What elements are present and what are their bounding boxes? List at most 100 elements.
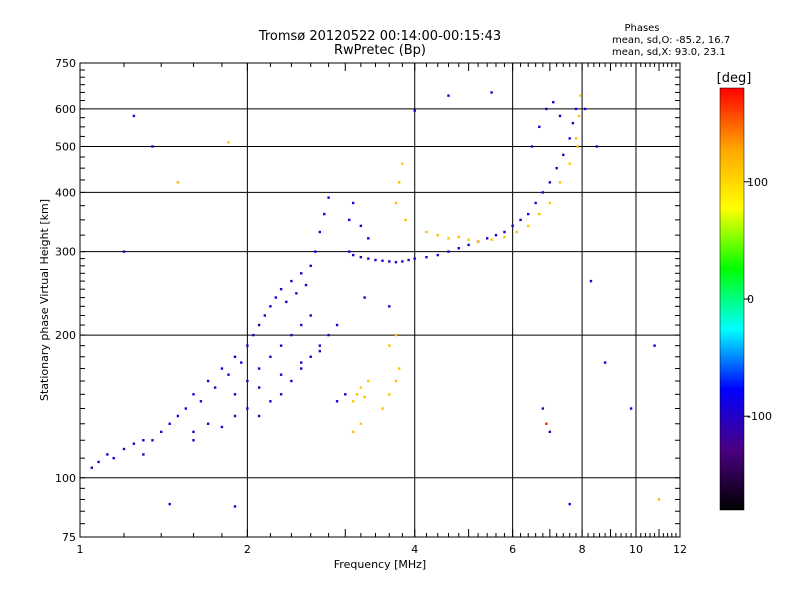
data-point [355,393,359,396]
colorbar-label: [deg] [717,71,752,86]
data-point [314,250,317,253]
data-point [394,333,398,337]
data-point [388,260,391,263]
chart-subtitle: RwPretec (Bp) [334,43,426,58]
data-point [388,305,391,308]
data-point [568,502,571,506]
x-tick-label: 4 [411,543,418,556]
data-point [457,247,460,250]
data-point [257,386,261,389]
data-point [309,264,312,268]
colorbar-tick-label: 100 [747,176,768,189]
data-point [545,107,548,111]
data-point [436,233,439,237]
data-point [359,422,363,425]
data-point [335,400,339,403]
data-point [246,344,249,347]
data-point [279,287,283,291]
y-tick-label: 600 [55,103,76,116]
data-point [295,292,298,295]
data-point [653,344,656,347]
grid [80,63,680,537]
data-point [318,230,322,234]
data-point [348,218,351,222]
data-point [122,250,126,253]
data-point [538,125,541,129]
data-point [381,407,384,410]
data-point [233,355,237,358]
x-tick-label: 8 [579,543,586,556]
data-point [192,393,195,396]
data-point [511,224,514,228]
data-point [413,257,416,260]
data-point [233,414,237,418]
data-point [490,91,493,94]
data-point [176,414,180,418]
phases-heading: Phases [624,23,659,34]
data-point [562,153,565,157]
x-tick-label: 10 [629,543,643,556]
data-point [142,453,145,456]
data-point [227,373,230,376]
data-point [309,355,312,358]
data-point [257,323,261,327]
data-point [548,201,552,205]
data-point [568,137,571,140]
colorbar-gradient [719,87,745,511]
data-point [394,260,398,264]
data-point [425,230,428,234]
data-point [374,258,377,262]
data-point [381,259,384,262]
data-point [548,181,552,184]
phases-line-o: mean, sd,O: -85.2, 16.7 [612,35,730,46]
data-point [351,201,355,205]
data-point [112,456,115,460]
data-point [300,272,303,275]
data-point [304,283,308,287]
data-point [160,430,163,434]
data-point [192,430,195,434]
data-point [538,212,541,216]
data-point [485,237,489,240]
data-point [269,305,272,308]
x-tick-label: 1 [77,543,84,556]
data-point [192,439,195,442]
data-point [367,237,370,240]
data-point [657,498,661,501]
data-point [363,296,366,299]
data-point [541,191,545,194]
plot-frame [79,62,681,538]
data-point [300,323,303,327]
data-point [603,361,607,364]
data-point [168,422,171,425]
colorbar-tick-label: -100 [747,410,772,423]
data-point [300,361,303,364]
data-point [404,218,407,222]
data-point [132,442,136,445]
data-point [279,373,283,376]
data-point [142,439,145,442]
data-point [555,166,558,170]
data-point [530,145,534,148]
y-axis: 75 100 200 300 400 500 600 750 [55,57,680,544]
data-point [279,393,283,396]
data-point [106,453,109,456]
data-point [335,323,339,327]
colorbar-ticks: 100 0 -100 [744,176,772,423]
data-point [359,255,363,259]
data-point [151,439,154,442]
data-point [269,355,272,358]
data-point [568,162,571,165]
data-point [233,393,237,396]
data-points [90,91,661,508]
data-point [401,260,404,263]
data-point [558,114,562,118]
data-point [447,237,450,240]
data-point [246,379,249,383]
chart-title: Tromsø 20120522 00:14:00-00:15:43 [258,29,501,44]
y-tick-label: 750 [55,57,76,70]
data-point [447,94,450,97]
data-point [515,230,518,234]
data-point [388,344,391,347]
